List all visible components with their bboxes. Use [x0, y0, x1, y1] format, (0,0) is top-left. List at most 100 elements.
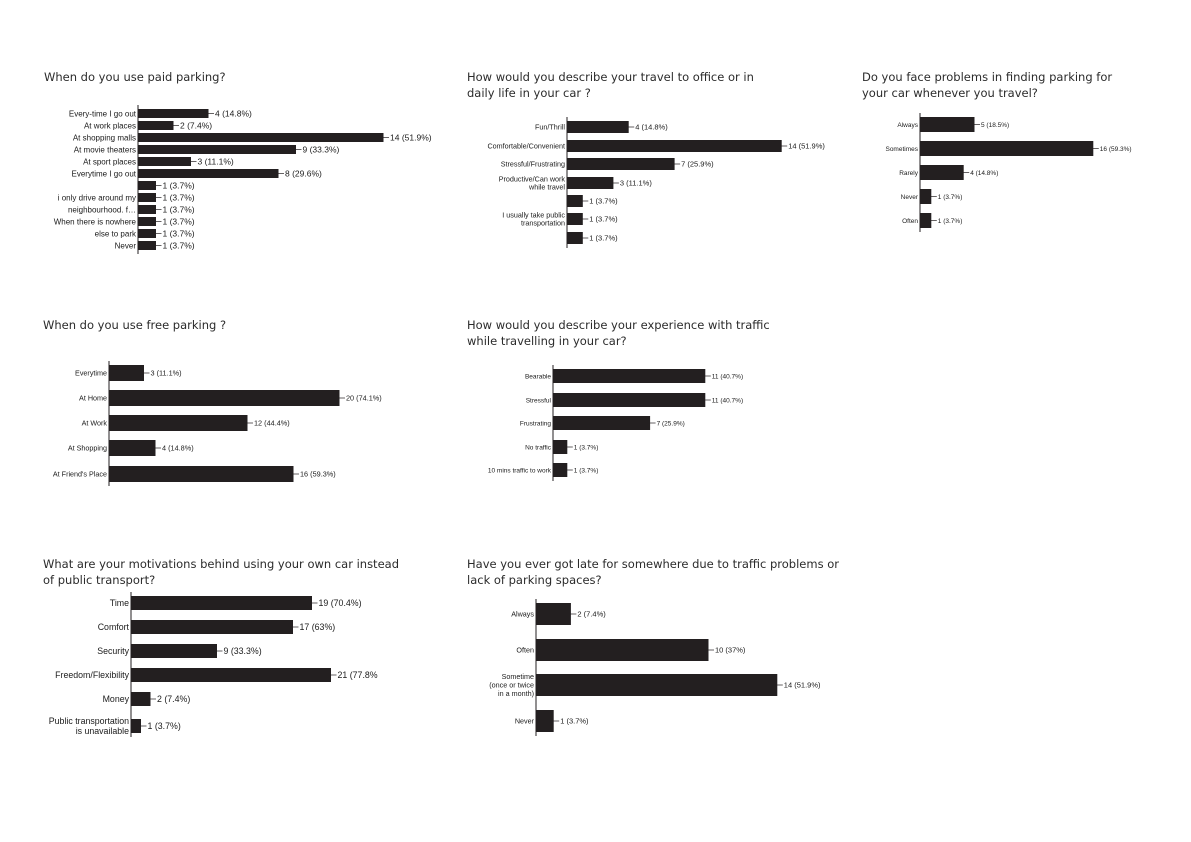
- data-label: 3 (11.1%): [151, 369, 182, 378]
- data-label: 16 (59.3%): [300, 470, 336, 479]
- bar: [131, 719, 141, 733]
- data-label: 1 (3.7%): [574, 444, 599, 451]
- bar: [131, 596, 312, 610]
- bar: [567, 121, 629, 133]
- category-label: At movie theaters: [74, 145, 136, 154]
- data-label: 11 (40.7%): [712, 373, 743, 380]
- category-label: Often: [516, 646, 534, 655]
- data-label: 5 (18.5%): [981, 122, 1009, 129]
- category-label: I usually take public transportation: [502, 210, 565, 227]
- data-label: 1 (3.7%): [589, 197, 618, 206]
- bar: [567, 232, 583, 244]
- category-label: Never: [901, 194, 919, 201]
- category-label: Money: [103, 694, 130, 704]
- data-label: 9 (33.3%): [224, 646, 262, 656]
- category-label: Always: [897, 122, 918, 129]
- bar: [138, 241, 156, 250]
- data-label: 14 (51.9%): [784, 681, 821, 690]
- data-label: 14 (51.9%): [390, 132, 432, 142]
- category-label: At Friend's Place: [53, 470, 107, 479]
- chart-panel-motivations: What are your motivations behind using y…: [43, 556, 443, 756]
- category-label: neighbourhood. f…: [68, 205, 136, 214]
- bar: [536, 674, 778, 696]
- category-label: Freedom/Flexibility: [55, 670, 129, 680]
- bar: [138, 181, 156, 190]
- bar: [109, 440, 156, 456]
- bar: [920, 117, 975, 132]
- category-label: Rarely: [899, 170, 919, 177]
- data-label: 1 (3.7%): [163, 216, 195, 226]
- bar: [138, 121, 174, 130]
- data-label: 8 (29.6%): [285, 168, 322, 178]
- category-label: At Shopping: [68, 444, 107, 453]
- data-label: 4 (14.8%): [215, 108, 252, 118]
- category-label: When there is nowhere: [54, 217, 137, 226]
- bar: [920, 141, 1094, 156]
- data-label: 3 (11.1%): [620, 179, 652, 188]
- bar: [131, 644, 217, 658]
- category-label: Sometimes: [885, 146, 918, 153]
- data-label: 16 (59.3%): [1100, 146, 1132, 153]
- category-label: Frustrating: [520, 420, 551, 427]
- data-label: 2 (7.4%): [180, 120, 212, 130]
- bar-chart: 4 (14.8%) Every-time I go out 2 (7.4%) At w…: [54, 105, 432, 254]
- data-label: 1 (3.7%): [163, 228, 195, 238]
- category-label: At Work: [82, 419, 108, 428]
- bar: [553, 463, 568, 477]
- bar: [109, 390, 340, 406]
- category-label: Public transportation is unavailable: [49, 716, 129, 736]
- category-label: Stressful: [526, 397, 552, 404]
- chart-title: Have you ever got late for somewhere due…: [467, 557, 839, 587]
- data-label: 10 (37%): [715, 646, 746, 655]
- category-label: Stressful/Frustrating: [501, 160, 565, 169]
- category-label: Everytime I go out: [72, 169, 137, 178]
- bar: [138, 229, 156, 238]
- data-label: 4 (14.8%): [970, 170, 998, 177]
- bar: [138, 157, 191, 166]
- category-label: Comfort: [98, 622, 130, 632]
- data-label: 21 (77.8%: [338, 670, 378, 680]
- bar: [138, 217, 156, 226]
- category-label: Every-time I go out: [69, 109, 137, 118]
- bar-chart: 19 (70.4%) Time 17 (63%) Comfort 9 (33.3%) Se…: [49, 592, 378, 737]
- chart-panel-travel-description: How would you describe your travel to of…: [467, 69, 827, 269]
- data-label: 3 (11.1%): [198, 156, 234, 166]
- category-label: else to park: [95, 229, 137, 238]
- category-label: At work places: [84, 121, 136, 130]
- category-label: At shopping malls: [73, 133, 136, 142]
- bar: [553, 440, 568, 454]
- chart-title: When do you use free parking ?: [43, 318, 227, 332]
- data-label: 14 (51.9%): [788, 142, 825, 151]
- category-label: At sport places: [83, 157, 136, 166]
- category-label: i only drive around my: [58, 193, 136, 202]
- bar: [553, 369, 706, 383]
- bar: [567, 177, 614, 189]
- category-label: No traffic: [525, 444, 552, 451]
- category-label: Never: [515, 717, 535, 726]
- bar: [567, 195, 583, 207]
- category-label: Comfortable/Convenient: [487, 142, 565, 151]
- data-label: 7 (25.9%): [657, 420, 685, 427]
- chart-title: How would you describe your experience w…: [467, 318, 770, 348]
- bar: [536, 710, 554, 732]
- bar: [138, 145, 296, 154]
- data-label: 11 (40.7%): [712, 397, 743, 404]
- data-label: 1 (3.7%): [589, 215, 618, 224]
- data-label: 1 (3.7%): [163, 180, 195, 190]
- data-label: 1 (3.7%): [938, 218, 963, 225]
- data-label: 1 (3.7%): [589, 234, 618, 243]
- data-label: 1 (3.7%): [938, 194, 963, 201]
- category-label: 10 mins traffic to work: [488, 467, 552, 474]
- bar-chart: 5 (18.5%) Always 16 (59.3%) Sometimes 4 (14.…: [885, 113, 1132, 232]
- data-label: 7 (25.9%): [681, 160, 714, 169]
- chart-panel-free-parking: When do you use free parking ? 3 (11.1%)…: [43, 317, 443, 507]
- category-label: Productive/Can work while travel: [499, 174, 566, 191]
- data-label: 1 (3.7%): [148, 721, 181, 731]
- category-label: Sometime (once or twice in a month): [489, 672, 534, 698]
- bar: [920, 165, 964, 180]
- data-label: 1 (3.7%): [574, 467, 599, 474]
- category-label: Bearable: [525, 373, 551, 380]
- bar: [536, 603, 571, 625]
- category-label: Fun/Thrill: [535, 123, 565, 132]
- category-label: Always: [511, 610, 534, 619]
